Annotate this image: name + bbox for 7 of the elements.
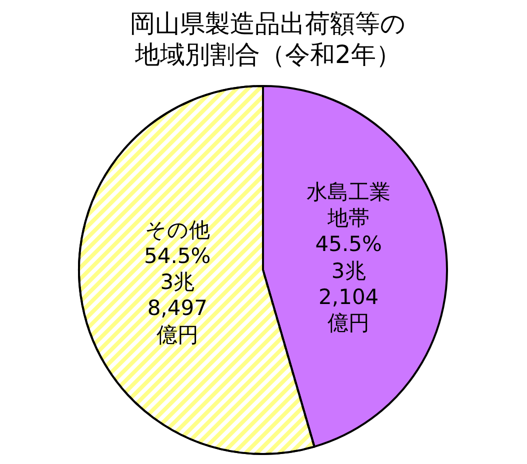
data-label: 45.5%	[314, 231, 383, 258]
data-label: 54.5%	[143, 242, 212, 270]
chart-title: 岡山県製造品出荷額等の地域別割合（令和2年）	[129, 8, 407, 70]
slice-label: 水島工業地帯	[306, 178, 392, 232]
text: 3兆2,104億円	[318, 258, 380, 336]
slice-label: その他	[144, 216, 211, 243]
text: 3兆8,497億円	[146, 269, 208, 348]
